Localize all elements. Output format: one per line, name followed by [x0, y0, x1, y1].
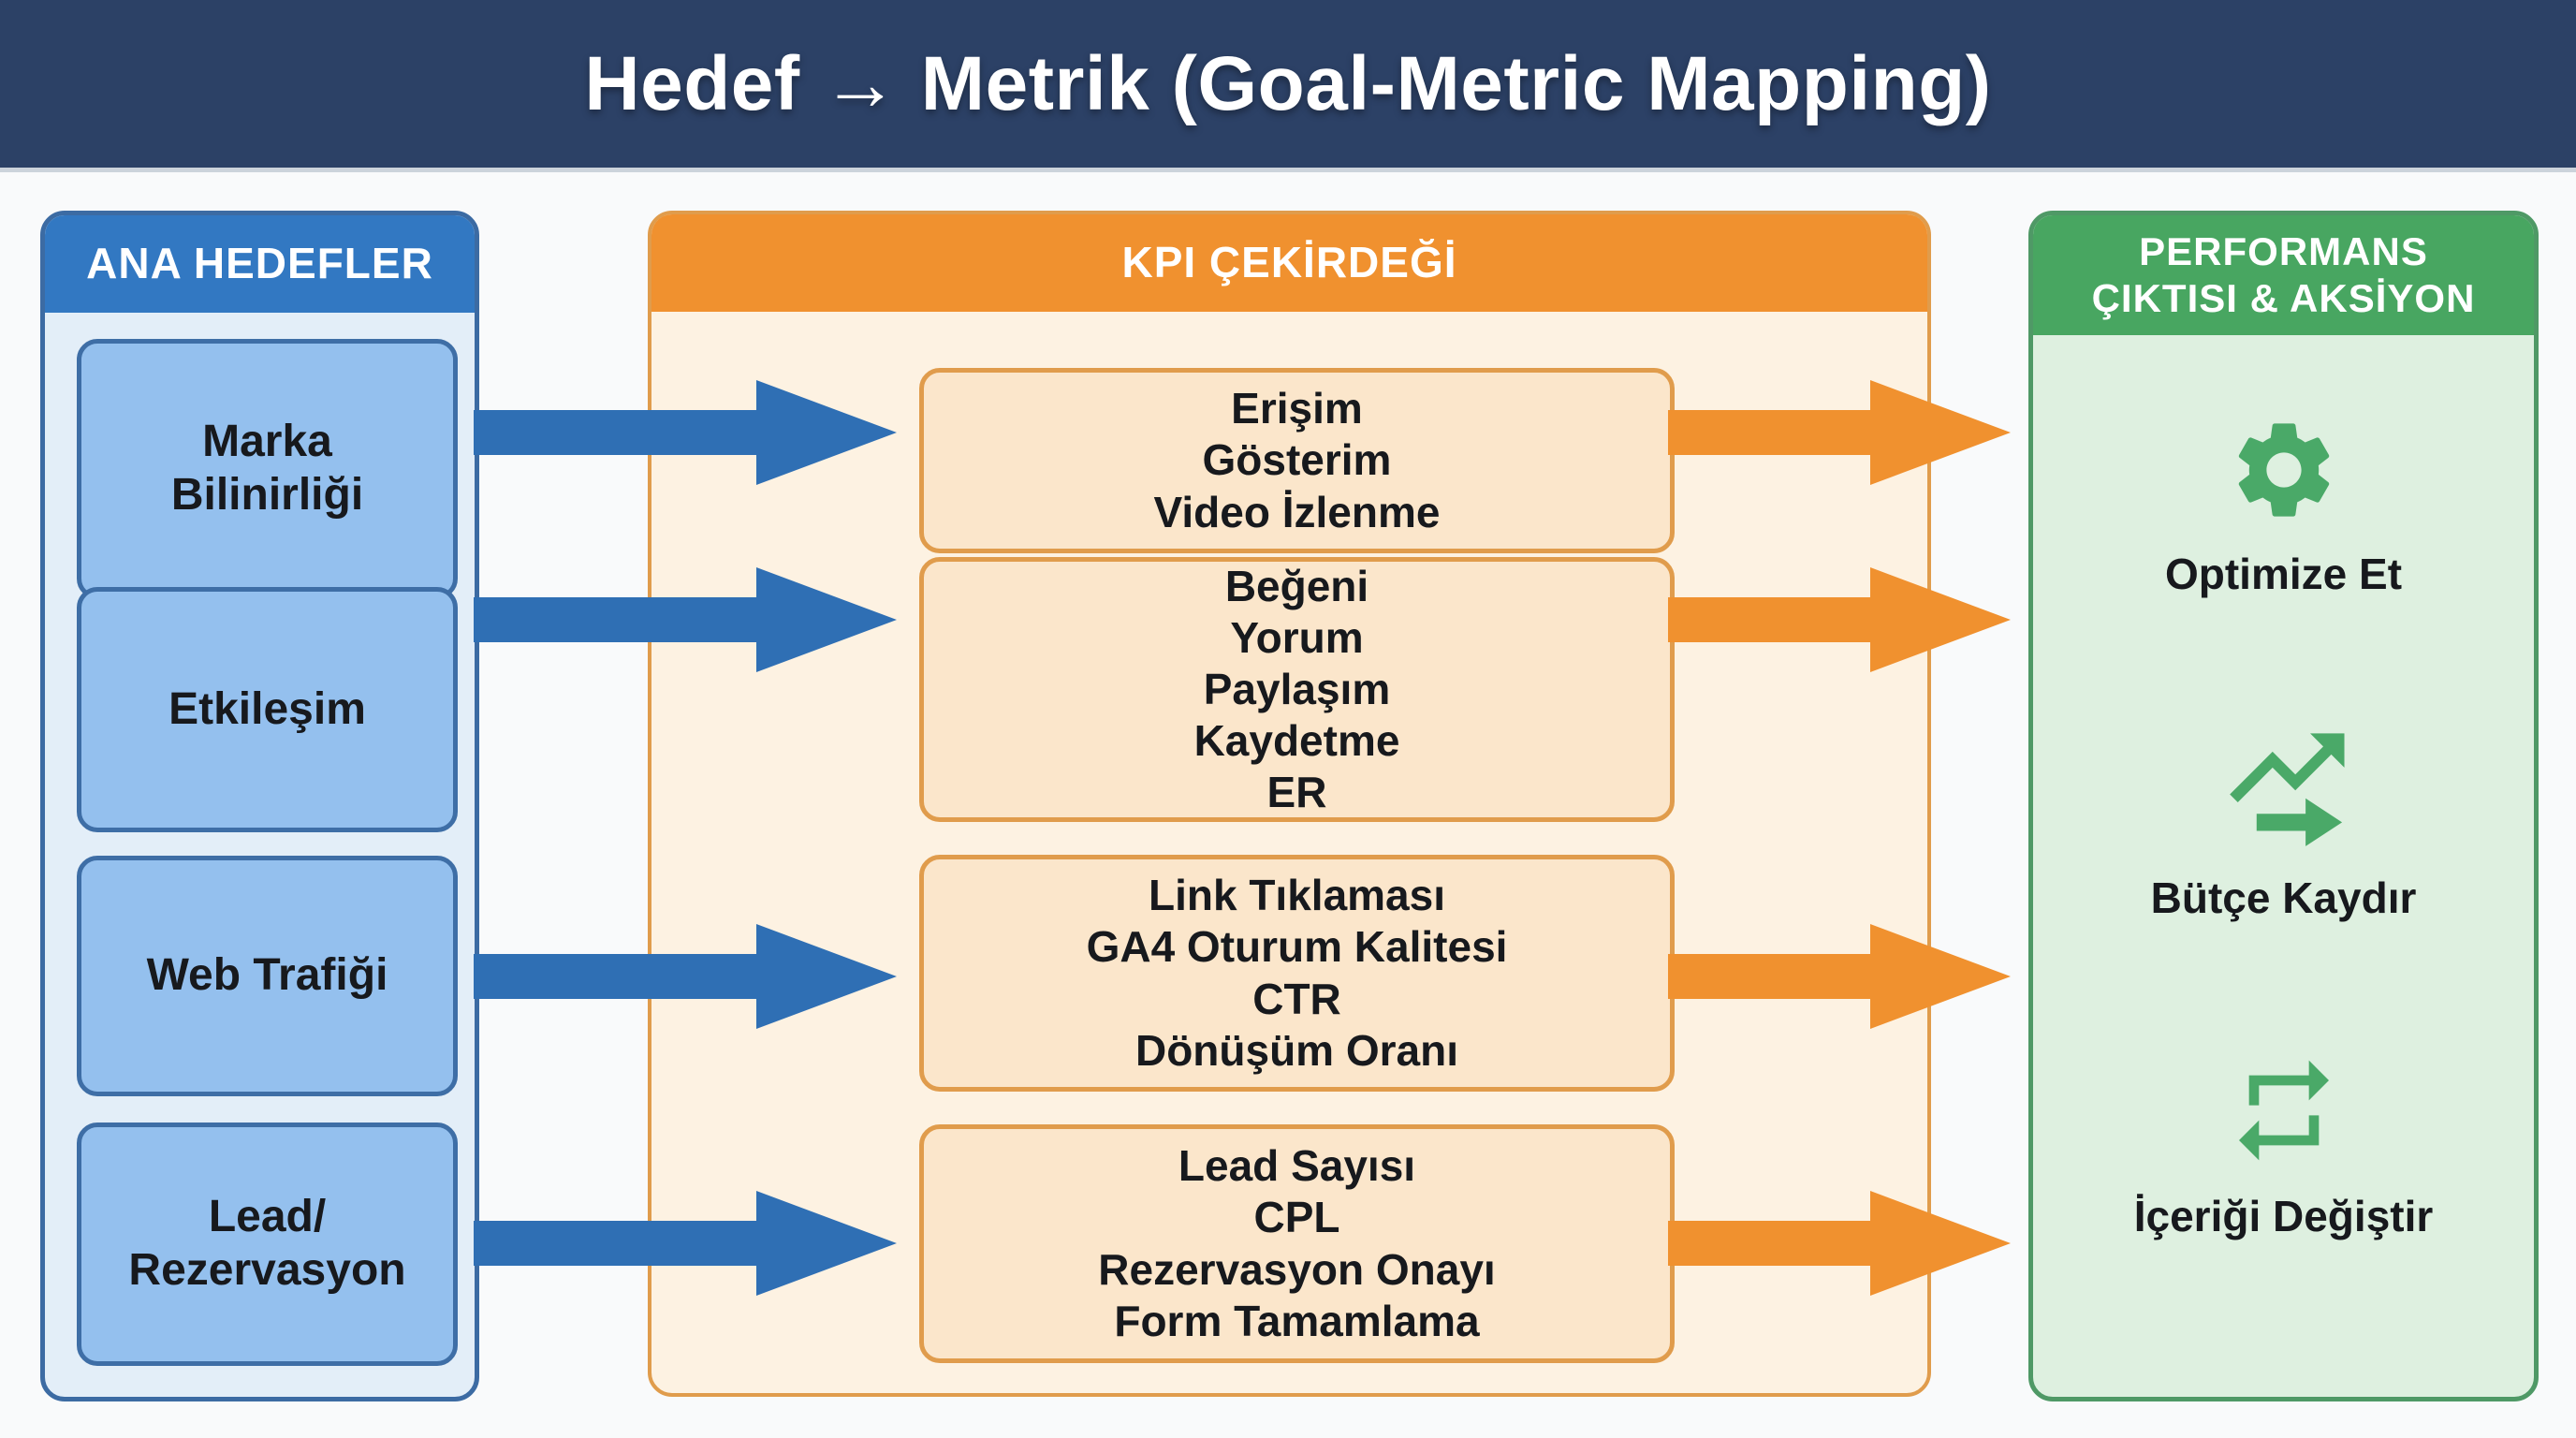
actions-column-header: PERFORMANS ÇIKTISI & AKSİYON [2033, 215, 2534, 335]
kpi-box-reach: Erişim Gösterim Video İzlenme [919, 368, 1675, 553]
goal-box-lead-reservation: Lead/ Rezervasyon [77, 1123, 458, 1366]
flow-arrow-orange-1 [1668, 380, 2011, 485]
flow-arrow-orange-2 [1668, 567, 2011, 672]
trending-up-arrow-icon [2214, 721, 2354, 852]
action-label-budget-shift: Bütçe Kaydır [2150, 873, 2417, 922]
gear-icon [2226, 412, 2342, 528]
action-item-change-content: İçeriği Değiştir [2033, 1050, 2534, 1241]
repeat-loop-icon [2215, 1050, 2353, 1170]
action-item-budget-shift: Bütçe Kaydır [2033, 721, 2534, 923]
flow-arrow-orange-3 [1668, 924, 2011, 1029]
goal-box-brand-awareness: Marka Bilinirliği [77, 339, 458, 599]
goals-column: ANA HEDEFLER Marka Bilinirliği Etkileşim… [40, 211, 479, 1401]
kpi-column-header: KPI ÇEKİRDEĞİ [651, 214, 1927, 312]
flow-arrow-blue-3 [474, 924, 897, 1029]
kpi-box-lead: Lead Sayısı CPL Rezervasyon Onayı Form T… [919, 1124, 1675, 1363]
flow-arrow-orange-4 [1668, 1191, 2011, 1296]
kpi-box-traffic: Link Tıklaması GA4 Oturum Kalitesi CTR D… [919, 855, 1675, 1092]
goal-box-web-traffic: Web Trafiği [77, 856, 458, 1096]
flow-arrow-blue-2 [474, 567, 897, 672]
goal-box-engagement: Etkileşim [77, 587, 458, 832]
title-bar: Hedef → Metrik (Goal-Metric Mapping) [0, 0, 2576, 172]
kpi-column: KPI ÇEKİRDEĞİ Erişim Gösterim Video İzle… [648, 211, 1931, 1397]
actions-column: PERFORMANS ÇIKTISI & AKSİYON Optimize Et… [2028, 211, 2539, 1401]
goals-column-header: ANA HEDEFLER [45, 215, 475, 313]
flow-arrow-blue-1 [474, 380, 897, 485]
action-label-optimize: Optimize Et [2164, 550, 2403, 598]
kpi-box-engagement: Beğeni Yorum Paylaşım Kaydetme ER [919, 557, 1675, 822]
action-item-optimize: Optimize Et [2033, 412, 2534, 599]
flow-arrow-blue-4 [474, 1191, 897, 1296]
action-label-change-content: İçeriği Değiştir [2133, 1192, 2434, 1240]
page-title: Hedef → Metrik (Goal-Metric Mapping) [584, 40, 1992, 126]
